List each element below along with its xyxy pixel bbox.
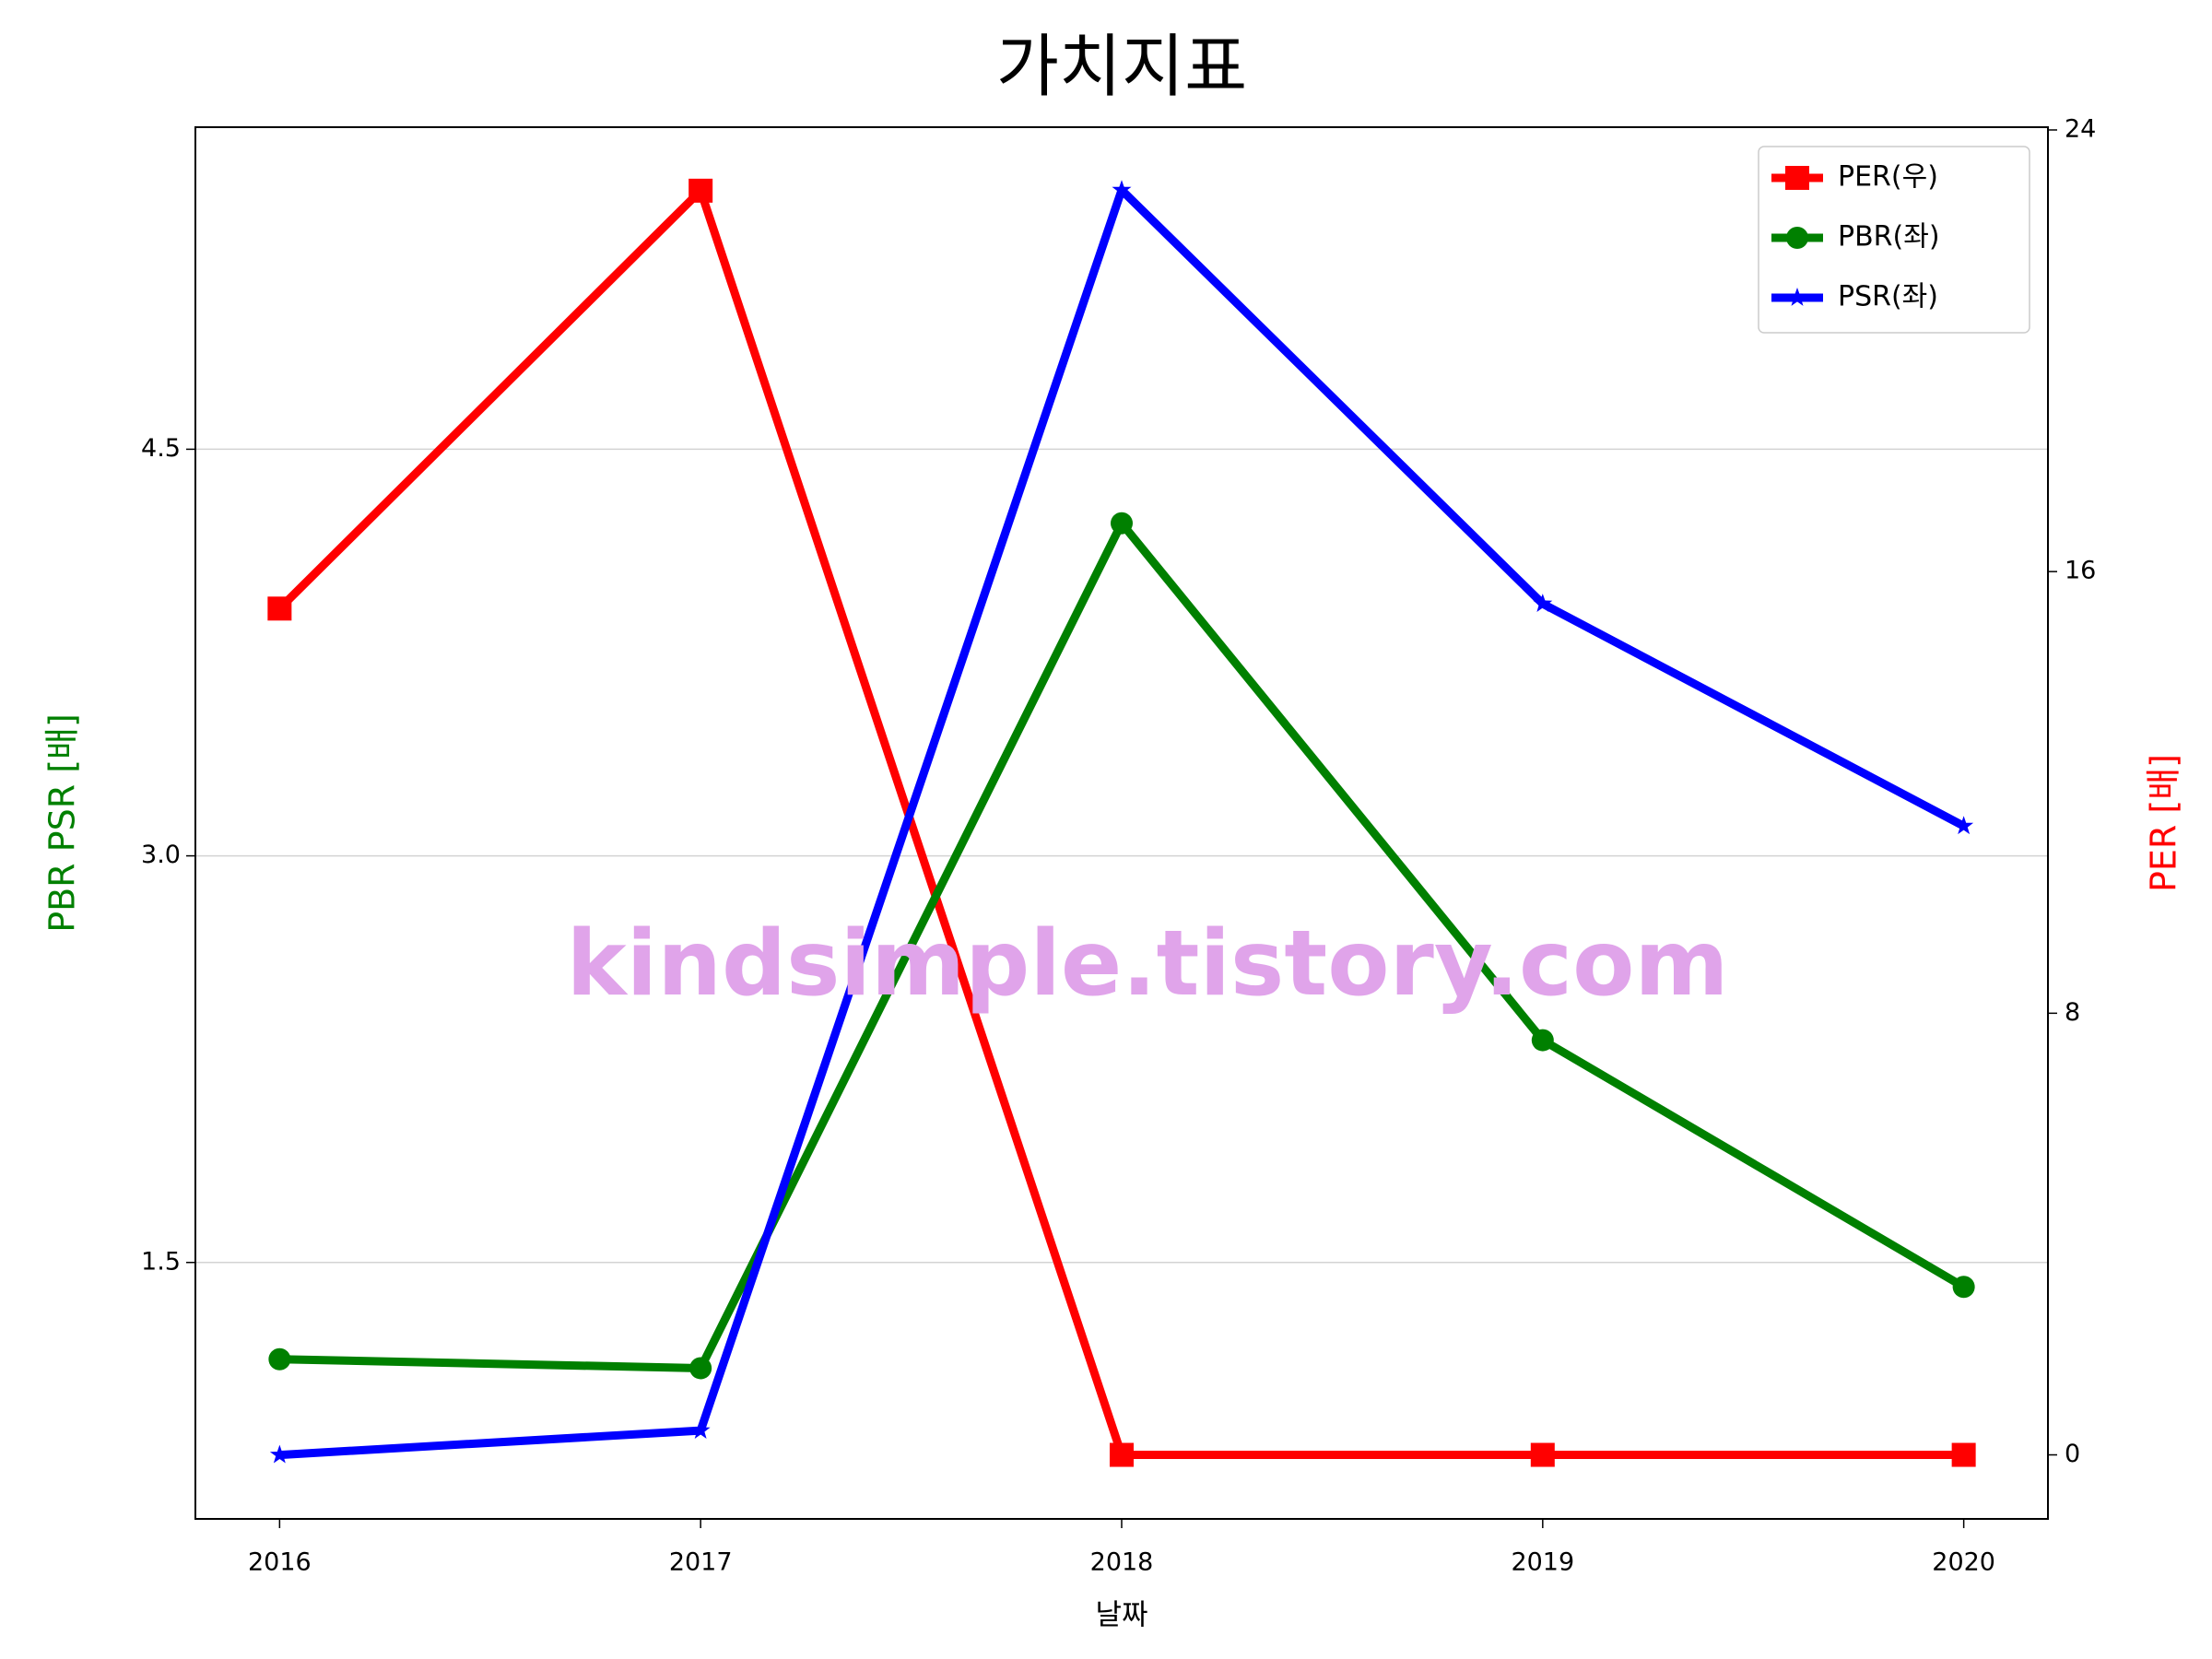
marker	[688, 178, 713, 203]
legend-box	[1758, 146, 2030, 334]
x-tick-label: 2017	[669, 1548, 733, 1577]
x-axis-label: 날짜	[1095, 1599, 1147, 1632]
watermark: kindsimple.tistory.com	[566, 912, 1728, 1017]
marker	[1952, 1276, 1975, 1299]
marker	[1110, 1442, 1134, 1467]
marker	[269, 1444, 289, 1464]
marker	[1530, 1442, 1555, 1467]
legend-label: PBR(좌)	[1838, 221, 1940, 253]
y2-tick-label: 0	[2065, 1440, 2080, 1468]
marker	[1531, 1029, 1554, 1052]
marker	[1111, 512, 1133, 535]
series	[268, 512, 1975, 1380]
x-tick-label: 2020	[1932, 1548, 1995, 1577]
y2-tick-label: 16	[2065, 557, 2096, 585]
legend-label: PSR(좌)	[1838, 281, 1938, 313]
marker	[690, 1420, 711, 1439]
x-tick-label: 2019	[1511, 1548, 1574, 1577]
legend-marker	[1785, 166, 1809, 190]
legend: PER(우) PBR(좌) PSR(좌)	[1758, 146, 2030, 334]
chart-title: 가치지표	[996, 28, 1247, 107]
y-tick-label: 1.5	[141, 1247, 181, 1276]
y-tick-label: 4.5	[141, 434, 181, 463]
y2-axis-label: PER [배]	[2144, 754, 2184, 892]
legend-marker	[1787, 288, 1807, 306]
marker	[689, 1357, 712, 1380]
marker	[1533, 594, 1553, 612]
y2-tick-label: 8	[2065, 998, 2080, 1027]
legend-marker	[1786, 227, 1808, 249]
marker	[1954, 816, 1974, 835]
y-tick-label: 3.0	[141, 841, 181, 869]
legend-label: PER(우)	[1838, 161, 1938, 194]
marker	[268, 1347, 291, 1371]
y2-tick-label: 24	[2065, 114, 2096, 143]
y-axis-label: PBR PSR [배]	[42, 713, 83, 933]
series	[267, 178, 1976, 1467]
axes-frame	[194, 126, 2049, 1520]
series	[269, 180, 1974, 1464]
x-tick-label: 2016	[248, 1548, 312, 1577]
x-tick-label: 2018	[1090, 1548, 1154, 1577]
marker	[1951, 1442, 1976, 1467]
marker	[267, 596, 292, 621]
marker	[1112, 180, 1132, 199]
